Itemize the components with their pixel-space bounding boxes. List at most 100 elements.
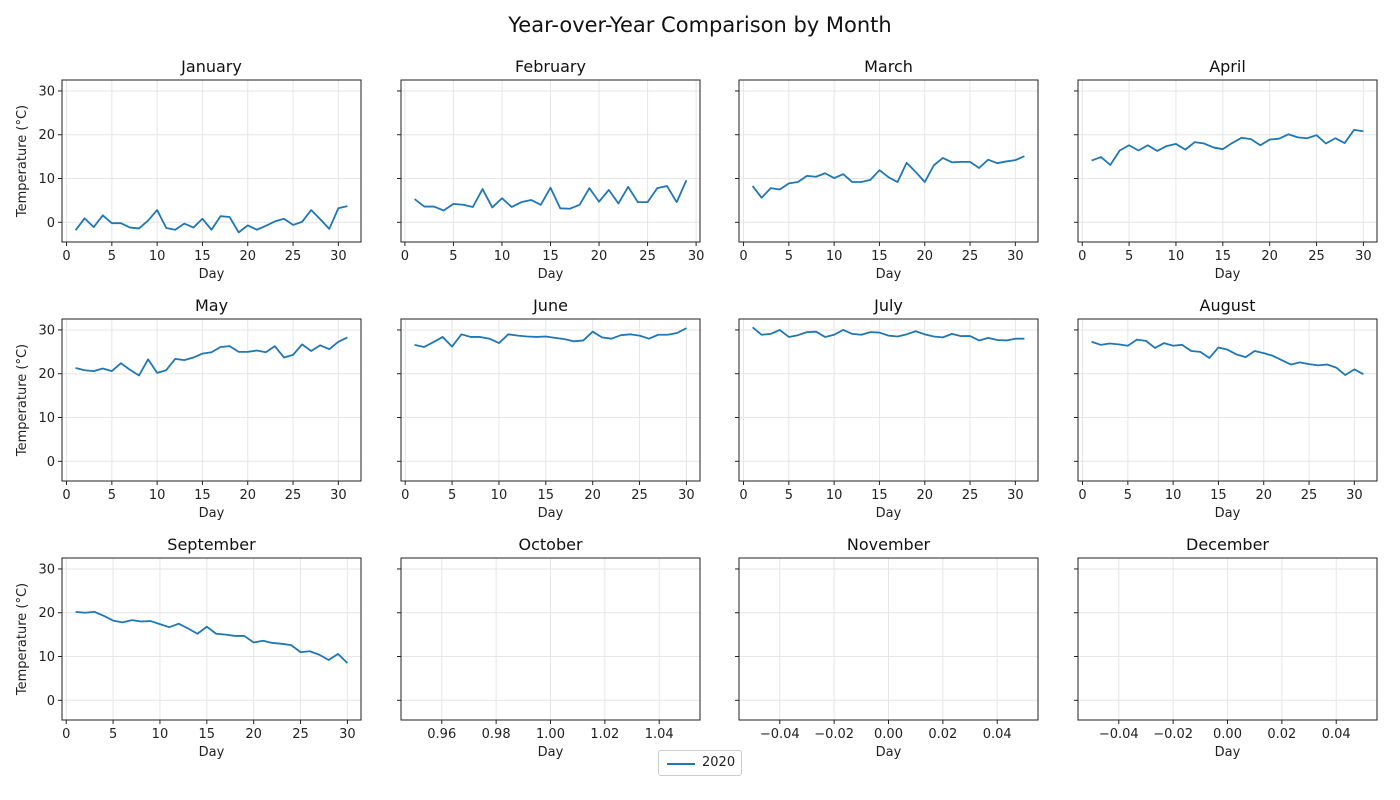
- y-tick-label: 10: [38, 650, 55, 665]
- series-line-2020-june: [414, 327, 687, 348]
- panel-title-december: December: [1186, 535, 1269, 554]
- series-line-2020-april: [1091, 129, 1364, 166]
- x-tick-label: 20: [239, 488, 256, 503]
- x-tick-label: 30: [688, 249, 705, 264]
- x-tick-label: 15: [538, 488, 555, 503]
- x-axis-label: Day: [199, 267, 225, 282]
- x-tick-label: 25: [962, 249, 979, 264]
- x-tick-label: 15: [194, 249, 211, 264]
- panel-title-march: March: [864, 57, 913, 76]
- x-tick-label: 5: [109, 727, 117, 742]
- x-tick-label: 25: [285, 488, 302, 503]
- x-tick-label: 20: [916, 249, 933, 264]
- panel-may: May 0 5 10 15 20 25 30 0 10 20 30 Day Temperature (°C…: [15, 296, 362, 521]
- panel-title-november: November: [847, 535, 931, 554]
- y-tick-label: 0: [47, 694, 55, 709]
- x-tick-label: 1.00: [536, 727, 565, 742]
- x-tick-label: 15: [542, 249, 559, 264]
- x-tick-label: 0.00: [1213, 727, 1242, 742]
- x-tick-label: 0: [739, 488, 747, 503]
- panel-title-april: April: [1209, 57, 1246, 76]
- x-tick-label: 15: [1210, 488, 1227, 503]
- x-tick-label: 0.02: [1267, 727, 1296, 742]
- x-tick-label: 30: [339, 727, 356, 742]
- y-tick-label: 20: [38, 128, 55, 143]
- x-tick-label: 5: [1125, 249, 1133, 264]
- x-tick-label: 15: [871, 249, 888, 264]
- plot-frame: [738, 318, 1039, 482]
- panel-title-july: July: [873, 296, 903, 315]
- x-tick-label: 0.02: [928, 727, 957, 742]
- x-tick-label: 5: [108, 249, 116, 264]
- x-tick-label: −0.04: [1099, 727, 1139, 742]
- x-tick-label: 5: [785, 488, 793, 503]
- plot-frame: [61, 557, 362, 721]
- series-line-2020-september: [75, 610, 349, 664]
- x-axis-label: Day: [1215, 267, 1241, 282]
- x-axis-label: Day: [876, 506, 902, 521]
- panel-august: August 0 5 10 15 20 25 30 Day: [1074, 296, 1378, 521]
- plot-frame: [61, 318, 362, 482]
- panel-june: June 0 5 10 15 20 25 30 Day: [397, 296, 701, 521]
- x-tick-label: 20: [1255, 488, 1272, 503]
- y-tick-label: 30: [38, 323, 55, 338]
- x-tick-label: 5: [1124, 488, 1132, 503]
- panel-title-february: February: [515, 57, 586, 76]
- x-tick-label: 10: [1165, 488, 1182, 503]
- x-tick-label: 15: [1215, 249, 1232, 264]
- panel-march: March 0 5 10 15 20 25 30 Day: [735, 57, 1039, 282]
- x-tick-label: 25: [292, 727, 309, 742]
- x-tick-label: 5: [785, 249, 793, 264]
- plot-frame: [400, 318, 701, 482]
- x-tick-label: 0: [1078, 249, 1086, 264]
- x-axis-label: Day: [876, 267, 902, 282]
- series-line-2020-may: [75, 336, 348, 377]
- x-tick-label: 20: [239, 249, 256, 264]
- x-tick-label: 10: [149, 488, 166, 503]
- x-tick-label: 0.98: [482, 727, 511, 742]
- panel-april: April 0 5 10 15 20 25 30 Day: [1074, 57, 1378, 282]
- x-tick-label: 20: [591, 249, 608, 264]
- x-tick-label: 25: [631, 488, 648, 503]
- panel-title-august: August: [1200, 296, 1256, 315]
- plot-frame: [1077, 557, 1378, 721]
- x-tick-label: 5: [108, 488, 116, 503]
- x-axis-label: Day: [538, 506, 564, 521]
- panel-title-may: May: [195, 296, 228, 315]
- y-axis-label: Temperature (°C): [15, 583, 30, 696]
- x-tick-label: 10: [491, 488, 508, 503]
- panel-title-january: January: [180, 57, 242, 76]
- x-tick-label: 10: [152, 727, 169, 742]
- y-axis-label: Temperature (°C): [15, 105, 30, 218]
- x-tick-label: 0.04: [1322, 727, 1351, 742]
- x-tick-label: 25: [639, 249, 656, 264]
- y-tick-label: 30: [38, 84, 55, 99]
- y-tick-label: 30: [38, 562, 55, 577]
- series-line-2020-july: [752, 326, 1025, 342]
- x-tick-label: 0: [1078, 488, 1086, 503]
- x-tick-label: 10: [494, 249, 511, 264]
- x-tick-label: −0.04: [760, 727, 800, 742]
- x-tick-label: 30: [1007, 488, 1024, 503]
- x-axis-label: Day: [1215, 745, 1241, 760]
- x-tick-label: 1.02: [590, 727, 619, 742]
- series-line-2020-february: [414, 179, 688, 212]
- plot-frame: [1077, 79, 1378, 243]
- panel-july: July 0 5 10 15 20 25 30 Day: [735, 296, 1039, 521]
- x-tick-label: 30: [1346, 488, 1363, 503]
- x-tick-label: 5: [449, 249, 457, 264]
- panel-october: October 0.96 0.98 1.00 1.02 1.04 Day: [397, 535, 701, 760]
- y-tick-label: 10: [38, 411, 55, 426]
- x-tick-label: −0.02: [814, 727, 854, 742]
- series-line-2020-march: [751, 155, 1025, 199]
- x-axis-label: Day: [1215, 506, 1241, 521]
- x-tick-label: 0: [62, 249, 70, 264]
- x-tick-label: 0.96: [427, 727, 456, 742]
- x-tick-label: 10: [1168, 249, 1185, 264]
- legend-swatch-2020: [667, 763, 695, 765]
- x-axis-label: Day: [876, 745, 902, 760]
- plot-frame: [400, 557, 701, 721]
- y-tick-label: 10: [38, 172, 55, 187]
- panel-title-october: October: [518, 535, 582, 554]
